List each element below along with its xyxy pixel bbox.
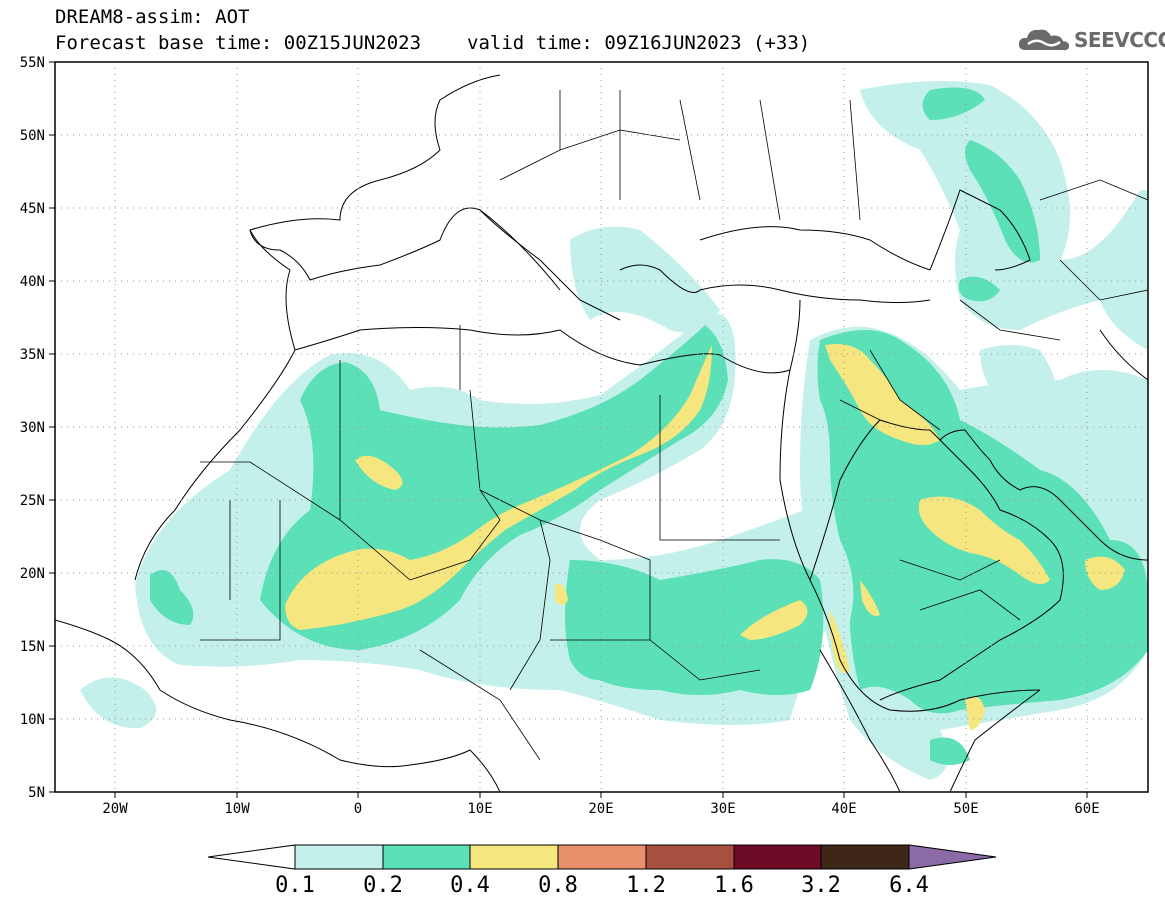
latitude-labels: 55N 50N 45N 40N 35N 30N 25N 20N 15N 10N …	[20, 55, 45, 801]
lat-label: 5N	[28, 785, 45, 801]
lat-label: 10N	[20, 712, 45, 728]
colorbar-segment	[382, 844, 471, 870]
lon-label: 40E	[831, 801, 856, 817]
colorbar-lower-arrow	[207, 844, 296, 870]
lat-label: 55N	[20, 55, 45, 71]
lat-label: 35N	[20, 347, 45, 363]
lon-label: 10E	[467, 801, 492, 817]
colorbar-segment	[645, 844, 735, 870]
lon-label: 20W	[102, 801, 128, 817]
lon-label: 30E	[710, 801, 735, 817]
lon-label: 20E	[588, 801, 613, 817]
colorbar-label: 6.4	[889, 873, 929, 898]
map-title: DREAM8-assim: AOT	[55, 6, 250, 28]
colorbar-segment	[469, 844, 559, 870]
colorbar-label: 0.8	[538, 873, 578, 898]
lat-label: 25N	[20, 493, 45, 509]
lon-label: 10W	[224, 801, 250, 817]
colorbar-label: 0.2	[363, 873, 403, 898]
colorbar-label: 3.2	[801, 873, 841, 898]
base-time: Forecast base time: 00Z15JUN2023	[55, 32, 422, 54]
colorbar-label: 1.2	[626, 873, 666, 898]
lat-label: 50N	[20, 128, 45, 144]
valid-time: valid time: 09Z16JUN2023 (+33)	[467, 32, 811, 54]
lat-label: 20N	[20, 566, 45, 582]
colorbar-segment	[294, 844, 384, 870]
axis-ticks	[49, 61, 1088, 798]
cloud-icon	[1018, 29, 1070, 51]
lat-label: 40N	[20, 274, 45, 290]
logo-text: SEEVCCC	[1074, 28, 1165, 52]
lon-label: 60E	[1074, 801, 1099, 817]
forecast-times: Forecast base time: 00Z15JUN2023 valid ti…	[55, 32, 810, 54]
lat-label: 15N	[20, 639, 45, 655]
lat-label: 45N	[20, 201, 45, 217]
longitude-labels: 20W 10W 0 10E 20E 30E 40E 50E 60E	[102, 801, 1099, 817]
colorbar-segment	[557, 844, 647, 870]
colorbar-label: 1.6	[714, 873, 754, 898]
seevccc-logo: SEEVCCC	[1016, 24, 1165, 56]
colorbar-segment	[820, 844, 910, 870]
lon-label: 50E	[953, 801, 978, 817]
colorbar-upper-arrow	[908, 844, 997, 870]
gridlines	[55, 62, 1148, 792]
colorbar-segment	[733, 844, 822, 870]
coastlines	[55, 74, 1148, 792]
colorbar-label: 0.4	[450, 873, 490, 898]
colorbar: 0.1 0.2 0.4 0.8 1.2 1.6 3.2 6.4	[207, 844, 997, 898]
lon-label: 0	[354, 801, 362, 817]
lat-label: 30N	[20, 420, 45, 436]
colorbar-label: 0.1	[275, 873, 315, 898]
aot-level-0-4	[285, 344, 1125, 730]
